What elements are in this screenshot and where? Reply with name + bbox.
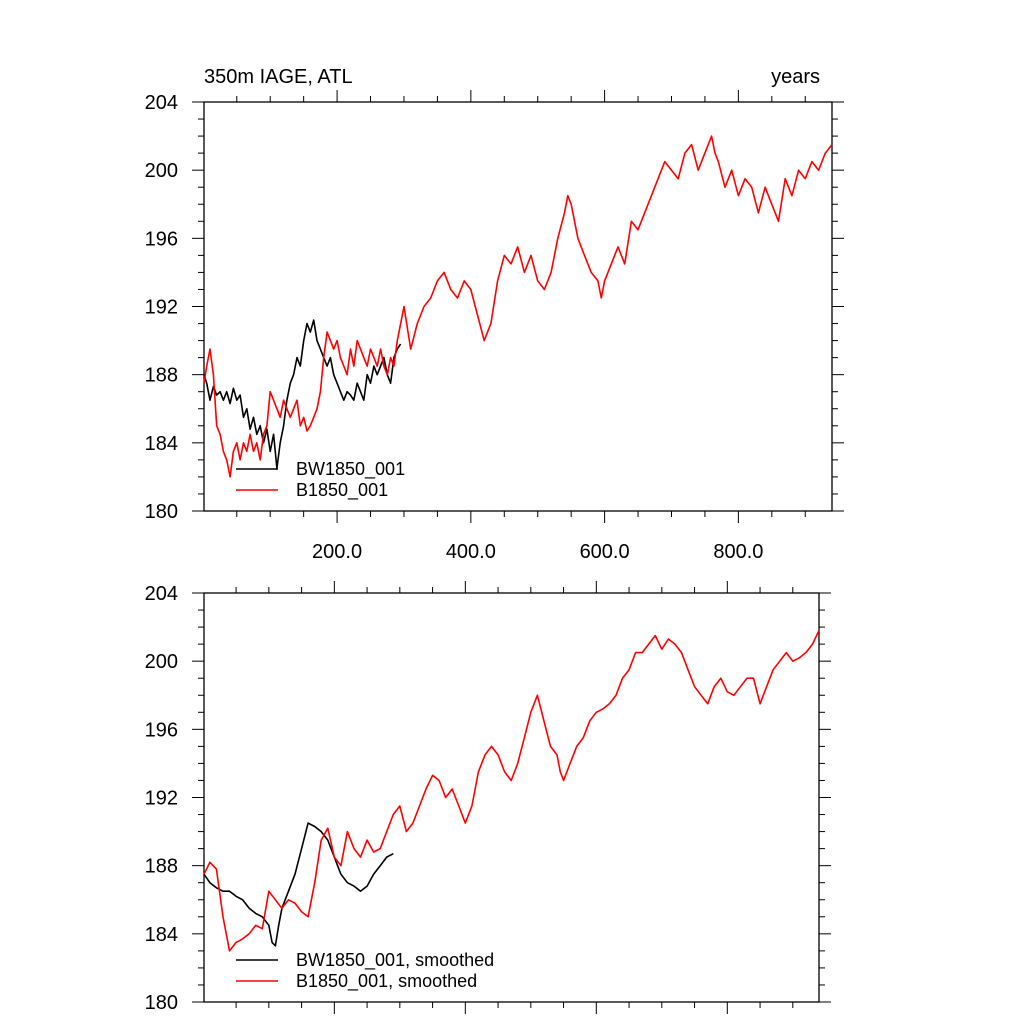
legend-label: BW1850_001, smoothed bbox=[296, 950, 494, 971]
y-tick-label: 192 bbox=[145, 297, 178, 319]
series-line-0 bbox=[203, 319, 402, 470]
y-tick-label: 188 bbox=[145, 365, 178, 387]
legend-label: B1850_001 bbox=[296, 480, 388, 501]
y-tick-label: 192 bbox=[145, 788, 178, 810]
legend-label: BW1850_001 bbox=[296, 459, 405, 480]
y-tick-label: 200 bbox=[145, 160, 178, 182]
series-line-1 bbox=[203, 630, 820, 952]
series-line-1 bbox=[203, 135, 833, 478]
y-tick-label: 184 bbox=[145, 433, 178, 455]
y-tick-label: 204 bbox=[145, 583, 178, 605]
series-line-0 bbox=[203, 822, 394, 947]
legend-label: B1850_001, smoothed bbox=[296, 971, 477, 992]
plot-frame bbox=[203, 101, 833, 512]
plot-title-left: 350m IAGE, ATL bbox=[204, 66, 353, 88]
x-tick-label: 800.0 bbox=[713, 541, 763, 563]
y-tick-label: 204 bbox=[145, 92, 178, 114]
x-tick-label: 600.0 bbox=[580, 541, 630, 563]
y-tick-label: 200 bbox=[145, 651, 178, 673]
x-tick-label: 200.0 bbox=[312, 541, 362, 563]
y-tick-label: 180 bbox=[145, 501, 178, 523]
y-tick-label: 180 bbox=[145, 992, 178, 1014]
x-tick-label: 400.0 bbox=[446, 541, 496, 563]
plot-frame bbox=[203, 592, 820, 1003]
y-tick-label: 188 bbox=[145, 856, 178, 878]
y-tick-label: 184 bbox=[145, 924, 178, 946]
top-panel: 180 184 188 192 196 200 204 200.0 400.0 600.0 800.… bbox=[145, 66, 844, 563]
y-tick-label: 196 bbox=[145, 228, 178, 250]
y-tick-label: 196 bbox=[145, 719, 178, 741]
plot-units-right: years bbox=[771, 66, 820, 88]
bottom-panel: 180 184 188 192 196 200 204 BW1850_001, smoothe… bbox=[145, 581, 831, 1014]
